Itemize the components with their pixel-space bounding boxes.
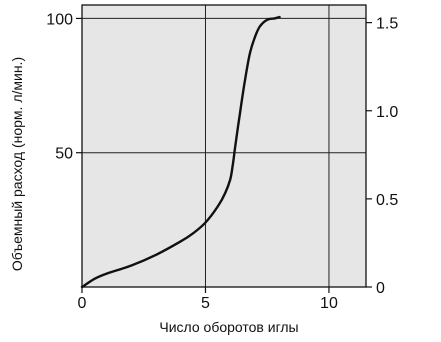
y2-tick-label: 0 [376, 280, 385, 297]
gridlines [82, 5, 366, 287]
series-line [80, 15, 281, 289]
y2-tick-label: 0.5 [376, 192, 398, 209]
x-tick-label: 5 [201, 295, 210, 312]
y-tick-label: 50 [55, 146, 73, 163]
y2-tick-label: 1.5 [376, 16, 398, 33]
y2-tick-label: 1.0 [376, 104, 398, 121]
plot-frame [81, 4, 367, 288]
plot-area [82, 5, 366, 287]
y-tick-label: 100 [46, 11, 73, 28]
x-tick-label: 10 [320, 295, 338, 312]
axis-ticks: 0 5 10 50 100 0 0.5 1.0 1.5 [46, 11, 398, 312]
x-axis-title: Число оборотов иглы [159, 319, 298, 335]
x-tick-label: 0 [78, 295, 87, 312]
y-axis-title: Объемный расход (норм. л/мин.) [9, 57, 25, 271]
